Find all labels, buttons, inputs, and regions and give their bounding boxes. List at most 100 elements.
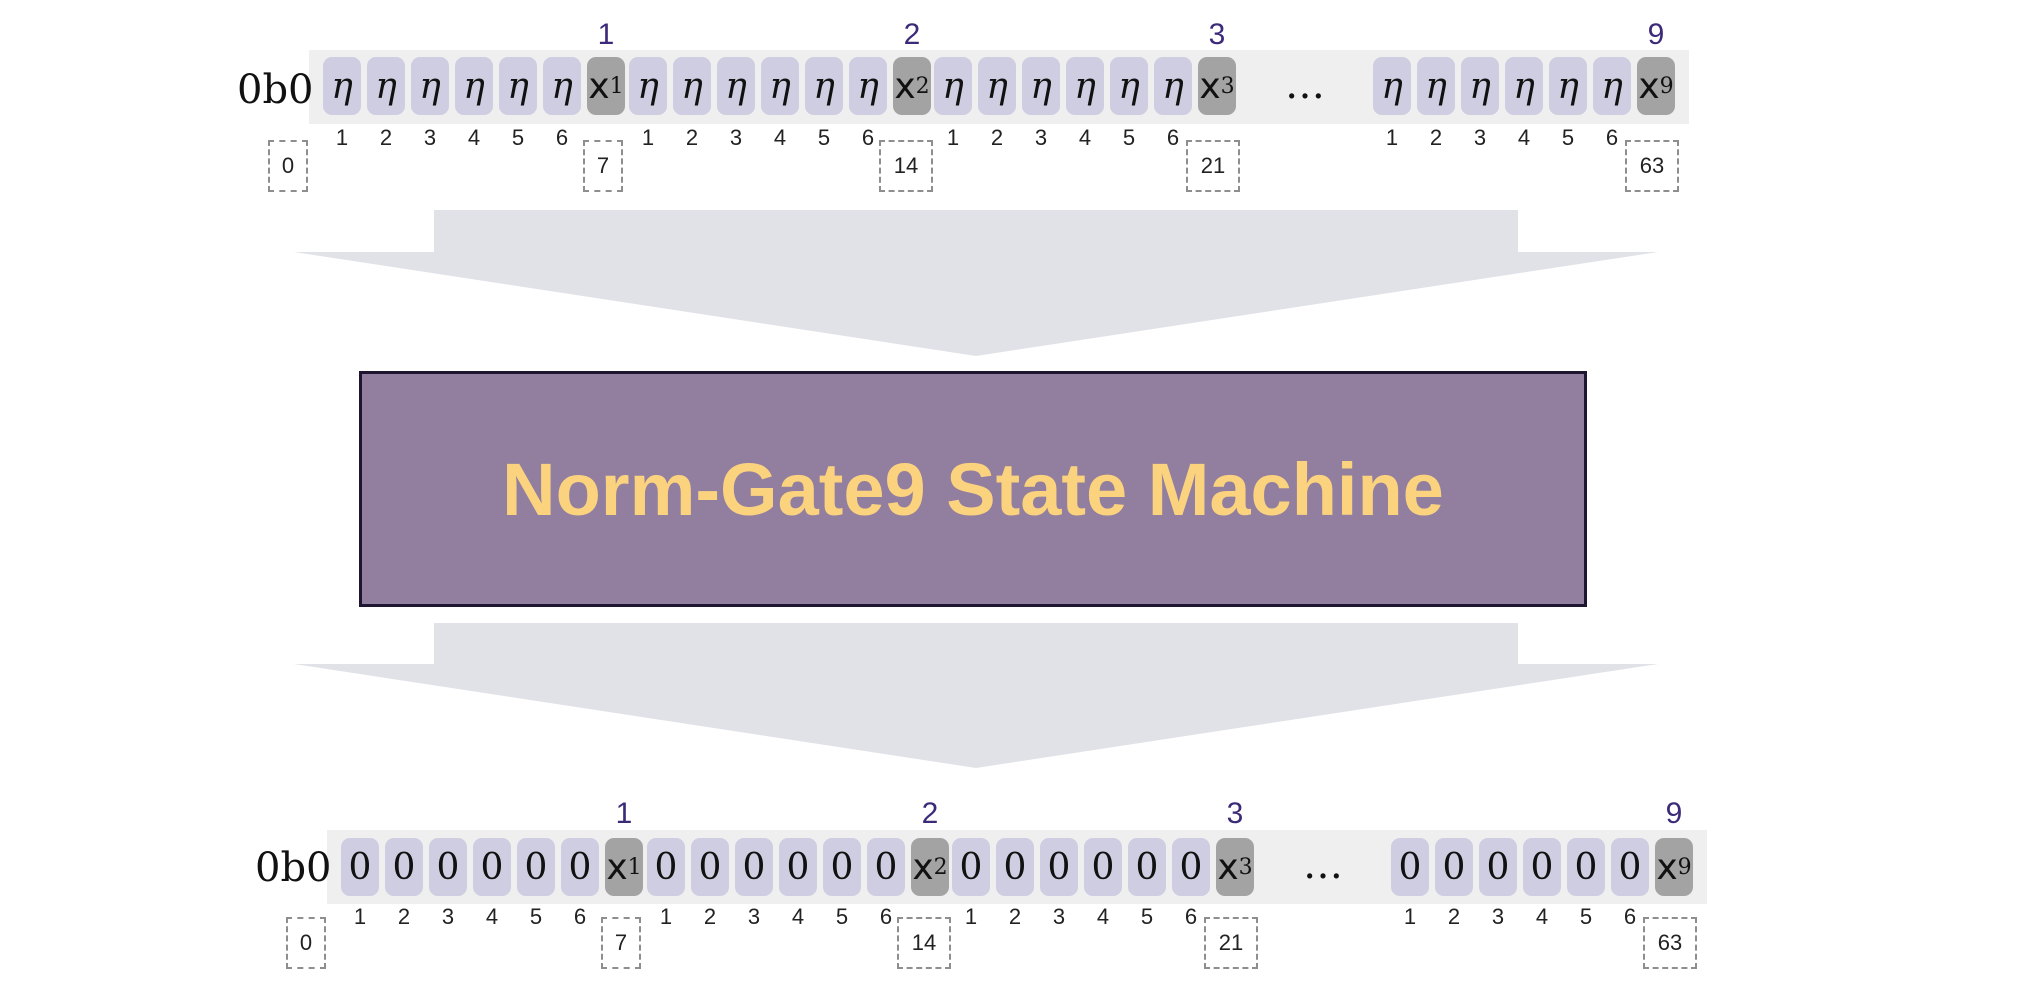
input_row-group-label: 2 [903, 18, 921, 51]
input_row-group-label: 9 [1647, 18, 1665, 51]
output_row-bit-position-label: 6 [879, 904, 893, 929]
input_row-bit-position-label: 2 [1429, 125, 1443, 150]
input_row-fill-cell: η [1593, 57, 1631, 115]
output_row-bit-position-label: 2 [397, 904, 411, 929]
input_row-bit-position-label: 4 [773, 125, 787, 150]
input_row-fill-cell: η [849, 57, 887, 115]
input_row-bit-index-box: 14 [879, 140, 933, 192]
output_row-group-label: 2 [921, 797, 939, 830]
output_row-value-subscript: 3 [1238, 854, 1253, 880]
input_row-bit-position-label: 1 [641, 125, 655, 150]
output_row-fill-cell: 0 [1128, 838, 1166, 896]
output_row-bit-position-label: 2 [703, 904, 717, 929]
input_row-bit-index-box: 0 [268, 140, 308, 192]
output_row-fill-cell: 0 [385, 838, 423, 896]
input_row-bit-position-label: 1 [335, 125, 349, 150]
output_row-value-subscript: 2 [933, 854, 948, 880]
output_row-bit-position-label: 4 [1096, 904, 1110, 929]
input_row-value-symbol: x [1199, 65, 1221, 107]
output_row-fill-cell: 0 [517, 838, 555, 896]
input-ellipsis: … [1285, 62, 1325, 108]
input_row-fill-cell: η [323, 57, 361, 115]
output_row-bit-index-box: 14 [897, 917, 951, 969]
input_row-fill-cell: η [717, 57, 755, 115]
output_row-fill-cell: 0 [1040, 838, 1078, 896]
input_row-value-subscript: 3 [1220, 73, 1235, 99]
input_row-bit-position-label: 6 [1166, 125, 1180, 150]
output_row-fill-cell: 0 [1523, 838, 1561, 896]
output_row-fill-cell: 0 [341, 838, 379, 896]
input_row-fill-cell: η [1154, 57, 1192, 115]
input_row-bit-position-label: 3 [729, 125, 743, 150]
output_row-bit-position-label: 6 [1623, 904, 1637, 929]
output_row-bit-position-label: 3 [441, 904, 455, 929]
output_row-bit-position-label: 5 [1140, 904, 1154, 929]
input_row-fill-cell: η [1505, 57, 1543, 115]
output_row-bit-position-label: 2 [1447, 904, 1461, 929]
output_row-bit-position-label: 1 [964, 904, 978, 929]
output_row-value-subscript: 9 [1677, 854, 1692, 880]
input_row-bit-position-label: 2 [379, 125, 393, 150]
output_row-bit-position-label: 3 [747, 904, 761, 929]
output_row-bit-position-label: 1 [353, 904, 367, 929]
input_row-value-subscript: 1 [609, 73, 624, 99]
state-machine-box: Norm-Gate9 State Machine [359, 371, 1587, 607]
output_row-fill-cell: 0 [429, 838, 467, 896]
input_row-bit-position-label: 2 [685, 125, 699, 150]
input_row-fill-cell: η [934, 57, 972, 115]
input_row-fill-cell: η [455, 57, 493, 115]
input_row-bit-position-label: 6 [555, 125, 569, 150]
input_row-bit-position-label: 3 [1473, 125, 1487, 150]
output-prefix: 0b0 [255, 848, 332, 888]
input_row-bit-position-label: 6 [861, 125, 875, 150]
input_row-bit-position-label: 1 [946, 125, 960, 150]
output_row-fill-cell: 0 [823, 838, 861, 896]
input_row-group-label: 3 [1208, 18, 1226, 51]
input_row-bit-index-box: 63 [1625, 140, 1679, 192]
input_row-bit-position-label: 5 [1122, 125, 1136, 150]
input_row-fill-cell: η [978, 57, 1016, 115]
output_row-bit-position-label: 6 [573, 904, 587, 929]
input_row-fill-cell: η [1417, 57, 1455, 115]
input_row-bit-position-label: 4 [1078, 125, 1092, 150]
output_row-bit-position-label: 1 [659, 904, 673, 929]
input_row-fill-cell: η [1110, 57, 1148, 115]
output_row-fill-cell: 0 [1611, 838, 1649, 896]
input-prefix: 0b0 [237, 70, 314, 110]
output_row-fill-cell: 0 [867, 838, 905, 896]
input_row-fill-cell: η [1066, 57, 1104, 115]
input_row-bit-index-box: 7 [583, 140, 623, 192]
output_row-fill-cell: 0 [1084, 838, 1122, 896]
input_row-bit-position-label: 4 [1517, 125, 1531, 150]
output_row-fill-cell: 0 [1435, 838, 1473, 896]
output_row-bit-index-box: 0 [286, 917, 326, 969]
output_row-fill-cell: 0 [1479, 838, 1517, 896]
input_row-fill-cell: η [499, 57, 537, 115]
output_row-group-label: 1 [615, 797, 633, 830]
input_row-bit-index-box: 21 [1186, 140, 1240, 192]
output_row-bit-index-box: 63 [1643, 917, 1697, 969]
down-arrow-bottom-shape [294, 623, 1658, 768]
input_row-bit-position-label: 1 [1385, 125, 1399, 150]
output_row-fill-cell: 0 [735, 838, 773, 896]
output_row-bit-position-label: 5 [1579, 904, 1593, 929]
output_row-fill-cell: 0 [473, 838, 511, 896]
output_row-bit-position-label: 3 [1052, 904, 1066, 929]
input_row-bit-position-label: 5 [511, 125, 525, 150]
input_row-fill-cell: η [543, 57, 581, 115]
output_row-bit-position-label: 2 [1008, 904, 1022, 929]
output_row-value-symbol: x [912, 846, 934, 888]
input_row-fill-cell: η [1373, 57, 1411, 115]
output_row-bit-position-label: 6 [1184, 904, 1198, 929]
input_row-value-symbol: x [1638, 65, 1660, 107]
input_row-fill-cell: η [1549, 57, 1587, 115]
output_row-group-label: 9 [1665, 797, 1683, 830]
input_row-fill-cell: η [673, 57, 711, 115]
output_row-bit-position-label: 1 [1403, 904, 1417, 929]
